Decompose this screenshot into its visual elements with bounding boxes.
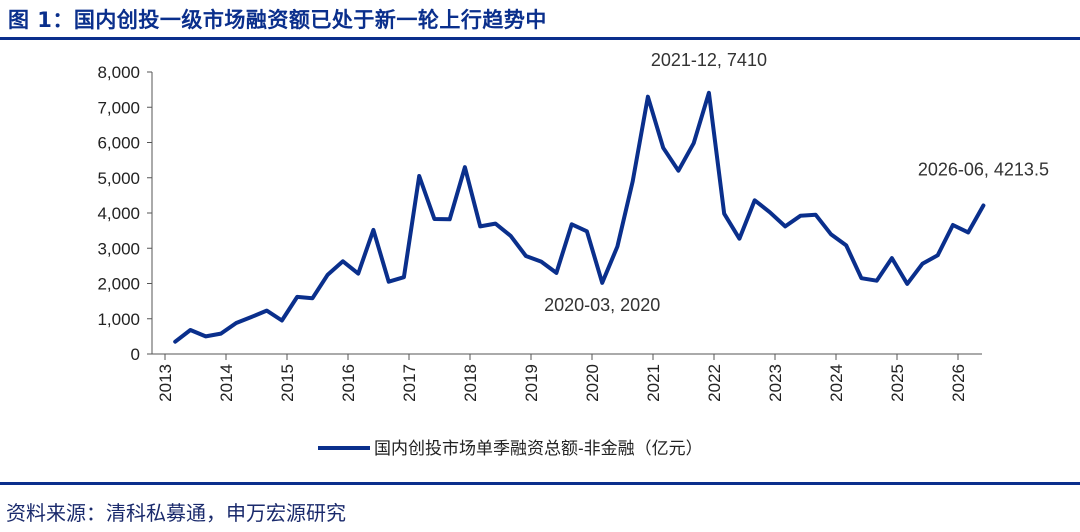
x-tick-label: 2015 <box>278 364 297 402</box>
y-tick-label: 2,000 <box>97 275 140 294</box>
x-tick-label: 2019 <box>522 364 541 402</box>
x-tick-label: 2018 <box>461 364 480 402</box>
y-tick-label: 6,000 <box>97 134 140 153</box>
x-tick-label: 2014 <box>217 364 236 402</box>
title-rule <box>0 37 1080 40</box>
x-tick-label: 2013 <box>156 364 175 402</box>
y-tick-label: 7,000 <box>97 98 140 117</box>
data-annotation: 2020-03, 2020 <box>544 295 660 315</box>
source-note: 资料来源：清科私募通，申万宏源研究 <box>6 501 346 525</box>
series-line <box>173 90 986 344</box>
y-tick-label: 4,000 <box>97 204 140 223</box>
x-tick-label: 2022 <box>705 364 724 402</box>
x-tick-label: 2023 <box>766 364 785 402</box>
x-tick-label: 2021 <box>644 364 663 402</box>
data-annotation: 2021-12, 7410 <box>651 50 767 70</box>
y-tick-label: 5,000 <box>97 169 140 188</box>
x-tick-label: 2017 <box>400 364 419 402</box>
x-tick-label: 2020 <box>583 364 602 402</box>
line-chart: 0 1,000 2,000 3,000 4,000 5,000 6,000 7,000 8,00… <box>97 50 1049 458</box>
legend-label: 国内创投市场单季融资总额-非金融（亿元） <box>374 439 703 458</box>
y-tick-label: 0 <box>131 345 140 364</box>
x-tick-label: 2026 <box>949 364 968 402</box>
x-tick-label: 2016 <box>339 364 358 402</box>
x-tick-label: 2024 <box>827 364 846 402</box>
data-annotation: 2026-06, 4213.5 <box>918 159 1049 179</box>
figure-title: 图 1：国内创投一级市场融资额已处于新一轮上行趋势中 <box>8 8 547 32</box>
x-tick-label: 2025 <box>888 364 907 402</box>
y-tick-label: 3,000 <box>97 239 140 258</box>
source-rule <box>0 482 1080 485</box>
y-tick-label: 8,000 <box>97 63 140 82</box>
y-tick-label: 1,000 <box>97 310 140 329</box>
